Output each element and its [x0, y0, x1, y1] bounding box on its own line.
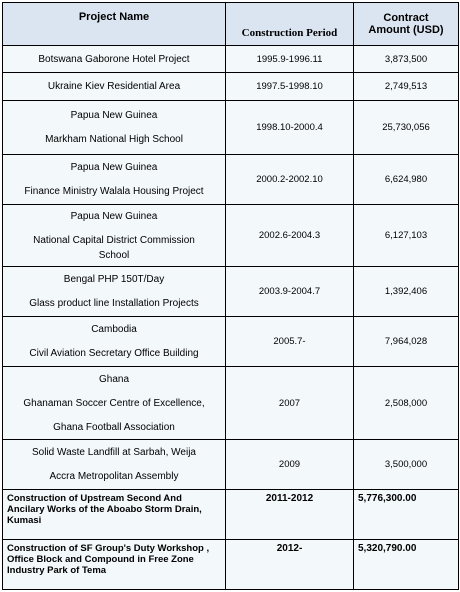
table-row: Cambodia Civil Aviation Secretary Office…	[2, 316, 459, 367]
header-row: Project Name Construction Period Contrac…	[2, 2, 459, 46]
project-name-line: Markham National High School	[45, 134, 183, 145]
project-name-line: School	[98, 249, 130, 261]
amount-cell: 5,776,300.00	[353, 489, 459, 540]
header-construction-period: Construction Period	[225, 2, 354, 46]
project-name-line: Accra Metropolitan Assembly	[49, 471, 179, 482]
table-row: Bengal PHP 150T/Day Glass product line I…	[2, 266, 459, 317]
project-name-line: Cambodia	[91, 324, 137, 335]
period-cell: 2003.9-2004.7	[225, 266, 354, 317]
table-row: Ghana Ghanaman Soccer Centre of Excellen…	[2, 366, 459, 440]
header-contract-amount: Contract Amount (USD)	[353, 2, 459, 46]
project-name-cell: Construction of Upstream Second And Anci…	[2, 489, 226, 540]
period-cell: 1995.9-1996.11	[225, 45, 354, 73]
amount-cell: 2,508,000	[353, 366, 459, 440]
period-cell: 1997.5-1998.10	[225, 72, 354, 101]
period-cell: 1998.10-2000.4	[225, 100, 354, 155]
project-name-cell: Papua New Guinea Finance Ministry Walala…	[2, 154, 226, 205]
project-name-line: Papua New Guinea	[70, 162, 158, 173]
project-name-line: Ukraine Kiev Residential Area	[47, 81, 181, 92]
amount-cell: 1,392,406	[353, 266, 459, 317]
amount-cell: 3,873,500	[353, 45, 459, 73]
amount-cell: 7,964,028	[353, 316, 459, 367]
amount-cell: 3,500,000	[353, 439, 459, 490]
project-name-line: Glass product line Installation Projects	[29, 298, 199, 309]
table-row: Botswana Gaborone Hotel Project 1995.9-1…	[2, 45, 459, 73]
project-name-cell: Cambodia Civil Aviation Secretary Office…	[2, 316, 226, 367]
table-row: Construction of SF Group's Duty Workshop…	[2, 539, 459, 590]
project-name-cell: Papua New Guinea National Capital Distri…	[2, 204, 226, 267]
amount-cell: 5,320,790.00	[353, 539, 459, 590]
project-name-cell: Construction of SF Group's Duty Workshop…	[2, 539, 226, 590]
table-row: Construction of Upstream Second And Anci…	[2, 489, 459, 540]
header-project-name: Project Name	[2, 2, 226, 46]
project-name-line: Bengal PHP 150T/Day	[63, 274, 165, 285]
project-name-line: Finance Ministry Walala Housing Project	[24, 186, 204, 197]
project-name-cell: Ghana Ghanaman Soccer Centre of Excellen…	[2, 366, 226, 440]
project-name-line: Ghana	[98, 373, 130, 385]
project-name-cell: Solid Waste Landfill at Sarbah, Weija Ac…	[2, 439, 226, 490]
table-row: Papua New Guinea Markham National High S…	[2, 100, 459, 155]
project-name-cell: Botswana Gaborone Hotel Project	[2, 45, 226, 73]
project-name-line: Solid Waste Landfill at Sarbah, Weija	[32, 447, 196, 458]
period-cell: 2012-	[225, 539, 354, 590]
project-name-cell: Papua New Guinea Markham National High S…	[2, 100, 226, 155]
project-name-cell: Ukraine Kiev Residential Area	[2, 72, 226, 101]
project-name-line: Ghana Football Association	[53, 421, 175, 433]
project-name-line: Botswana Gaborone Hotel Project	[38, 53, 190, 65]
project-name-line: National Capital District Commission	[33, 234, 195, 246]
period-cell: 2009	[225, 439, 354, 490]
period-cell: 2000.2-2002.10	[225, 154, 354, 205]
project-name-line: Papua New Guinea	[70, 210, 158, 222]
period-cell: 2011-2012	[225, 489, 354, 540]
project-name-cell: Bengal PHP 150T/Day Glass product line I…	[2, 266, 226, 317]
amount-cell: 25,730,056	[353, 100, 459, 155]
amount-cell: 6,624,980	[353, 154, 459, 205]
table-row: Papua New Guinea National Capital Distri…	[2, 204, 459, 267]
amount-cell: 6,127,103	[353, 204, 459, 267]
period-cell: 2007	[225, 366, 354, 440]
table-row: Papua New Guinea Finance Ministry Walala…	[2, 154, 459, 205]
project-name-line: Civil Aviation Secretary Office Building	[29, 348, 199, 359]
period-cell: 2002.6-2004.3	[225, 204, 354, 267]
header-contract-amount-line1: Contract	[383, 12, 429, 24]
table-row: Ukraine Kiev Residential Area 1997.5-199…	[2, 72, 459, 101]
period-cell: 2005.7-	[225, 316, 354, 367]
table-row: Solid Waste Landfill at Sarbah, Weija Ac…	[2, 439, 459, 490]
project-name-line: Papua New Guinea	[70, 110, 158, 121]
amount-cell: 2,749,513	[353, 72, 459, 101]
project-name-line: Ghanaman Soccer Centre of Excellence,	[23, 397, 205, 409]
header-contract-amount-line2: Amount (USD)	[368, 24, 444, 36]
